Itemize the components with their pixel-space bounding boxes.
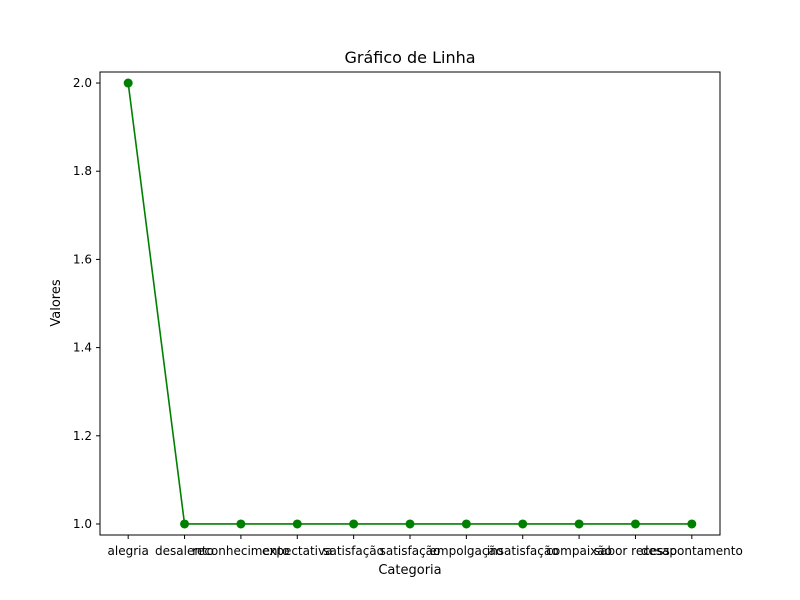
data-point [405, 519, 415, 529]
data-point [518, 519, 528, 529]
y-tick-label: 1.8 [73, 164, 92, 178]
x-axis-label: Categoria [378, 563, 441, 578]
x-tick-label: alegria [108, 544, 149, 558]
data-point [292, 519, 302, 529]
x-tick-label: satisfação [380, 544, 441, 558]
data-point [687, 519, 697, 529]
series-layer [123, 78, 697, 529]
data-point [123, 78, 133, 88]
y-tick-label: 2.0 [73, 76, 92, 90]
y-axis-label: Valores [49, 279, 64, 326]
data-point [180, 519, 190, 529]
x-tick-label: sabor recesso [594, 544, 677, 558]
data-point [574, 519, 584, 529]
x-tick-label: reconhecimento [192, 544, 289, 558]
data-point [236, 519, 246, 529]
y-axis-ticks: 1.0 1.2 1.4 1.6 1.8 2.0 [73, 76, 100, 531]
x-axis-ticks: alegria desalentoreconhecimentoexpectativ… [108, 535, 743, 558]
x-tick-label: desalento [155, 544, 214, 558]
x-tick-label: insatisfação [487, 544, 559, 558]
data-point [461, 519, 471, 529]
y-tick-label: 1.4 [73, 341, 92, 355]
y-tick-label: 1.6 [73, 252, 92, 266]
data-point [349, 519, 359, 529]
data-point [630, 519, 640, 529]
chart-title: Gráfico de Linha [344, 48, 475, 67]
x-tick-label: compaixão [546, 544, 612, 558]
x-tick-label: satisfação [323, 544, 384, 558]
x-tick-label: empolgação [430, 544, 504, 558]
x-tick-label: expectativa [262, 544, 332, 558]
y-tick-label: 1.0 [73, 517, 92, 531]
y-tick-label: 1.2 [73, 429, 92, 443]
x-tick-label: desapontamento [641, 544, 743, 558]
plot-frame [99, 71, 721, 536]
